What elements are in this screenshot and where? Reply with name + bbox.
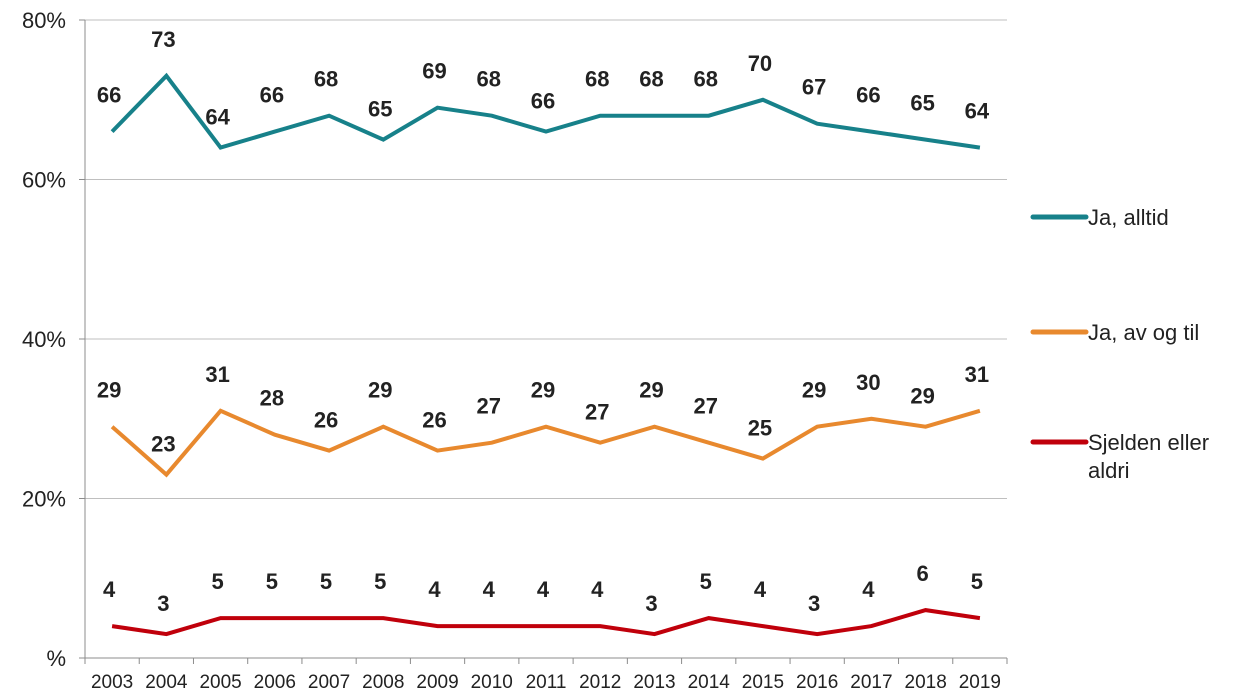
x-tick-label: 2010 (471, 672, 513, 691)
data-label: 27 (693, 394, 717, 419)
legend-label: aldri (1088, 458, 1130, 483)
data-label: 69 (422, 59, 446, 84)
y-tick-label: 20% (22, 487, 66, 512)
y-tick-label: 40% (22, 327, 66, 352)
data-label: 4 (428, 577, 441, 602)
data-label: 31 (965, 362, 989, 387)
data-label: 68 (585, 67, 609, 92)
data-label: 73 (151, 27, 175, 52)
data-label: 27 (585, 400, 609, 425)
x-tick-label: 2009 (416, 672, 458, 691)
x-tick-label: 2018 (905, 672, 947, 691)
y-tick-label: % (46, 646, 66, 671)
data-label: 68 (477, 67, 501, 92)
data-label: 29 (802, 378, 826, 403)
data-label: 64 (205, 105, 230, 130)
data-label: 3 (808, 591, 820, 616)
x-tick-label: 2011 (526, 672, 567, 691)
data-label: 66 (97, 83, 121, 108)
legend: Ja, alltid Ja, av og til Sjelden eller aldr… (1030, 205, 1209, 483)
x-tick-label: 2019 (959, 672, 1001, 691)
data-label: 3 (157, 591, 169, 616)
x-tick-label: 2013 (633, 672, 675, 691)
data-label: 65 (910, 91, 934, 116)
data-label: 4 (103, 577, 116, 602)
data-label: 70 (748, 51, 772, 76)
data-label: 5 (971, 569, 983, 594)
data-label: 4 (862, 577, 875, 602)
legend-label: Ja, alltid (1088, 205, 1169, 230)
data-label: 4 (537, 577, 550, 602)
y-axis-tick-labels: % 20% 40% 60% 80% (22, 8, 66, 671)
data-label: 23 (151, 432, 175, 457)
x-tick-label: 2012 (579, 672, 621, 691)
data-label: 68 (314, 67, 338, 92)
data-label: 5 (266, 569, 278, 594)
x-tick-label: 2005 (199, 672, 241, 691)
data-label: 6 (917, 561, 929, 586)
series-line (111, 608, 981, 637)
x-tick-label: 2017 (850, 672, 892, 691)
data-label: 65 (368, 97, 392, 122)
data-label: 26 (422, 408, 446, 433)
x-tick-label: 2015 (742, 672, 784, 691)
data-label: 29 (639, 378, 663, 403)
data-label: 29 (368, 378, 392, 403)
data-label: 28 (260, 386, 284, 411)
x-tick-label: 2004 (145, 672, 188, 691)
data-label: 67 (802, 75, 826, 100)
data-label: 64 (965, 99, 990, 124)
data-label: 29 (531, 378, 555, 403)
legend-label: Ja, av og til (1088, 320, 1199, 345)
x-tick-label: 2016 (796, 672, 838, 691)
data-label: 5 (374, 569, 386, 594)
legend-label: Sjelden eller (1088, 430, 1209, 455)
data-label: 25 (748, 416, 772, 441)
data-label: 5 (211, 569, 223, 594)
data-label: 26 (314, 408, 338, 433)
y-tick-label: 80% (22, 8, 66, 33)
axes (79, 19, 1008, 664)
data-label: 29 (910, 384, 934, 409)
series-lines (110, 72, 981, 637)
data-label: 66 (260, 83, 284, 108)
data-label: 29 (97, 378, 121, 403)
x-tick-label: 2003 (91, 672, 133, 691)
data-label: 4 (754, 577, 767, 602)
data-label: 68 (693, 67, 717, 92)
data-label: 5 (320, 569, 332, 594)
x-axis-tick-labels: 2003 2004 2005 2006 2007 2008 2009 2010 2011 2012… (91, 672, 1001, 691)
x-tick-label: 2008 (362, 672, 404, 691)
data-label: 30 (856, 370, 880, 395)
x-tick-label: 2006 (254, 672, 296, 691)
data-label: 68 (639, 67, 663, 92)
data-label: 27 (477, 394, 501, 419)
data-label: 3 (645, 591, 657, 616)
x-tick-label: 2007 (308, 672, 350, 691)
y-tick-label: 60% (22, 168, 66, 193)
data-label: 66 (531, 89, 555, 114)
data-label: 66 (856, 83, 880, 108)
data-label: 31 (205, 362, 229, 387)
data-label: 5 (700, 569, 712, 594)
data-label: 4 (591, 577, 604, 602)
x-tick-label: 2014 (688, 672, 731, 691)
gridlines (85, 19, 1007, 499)
series-line (110, 408, 981, 478)
series-line (110, 72, 981, 150)
data-label: 4 (483, 577, 496, 602)
